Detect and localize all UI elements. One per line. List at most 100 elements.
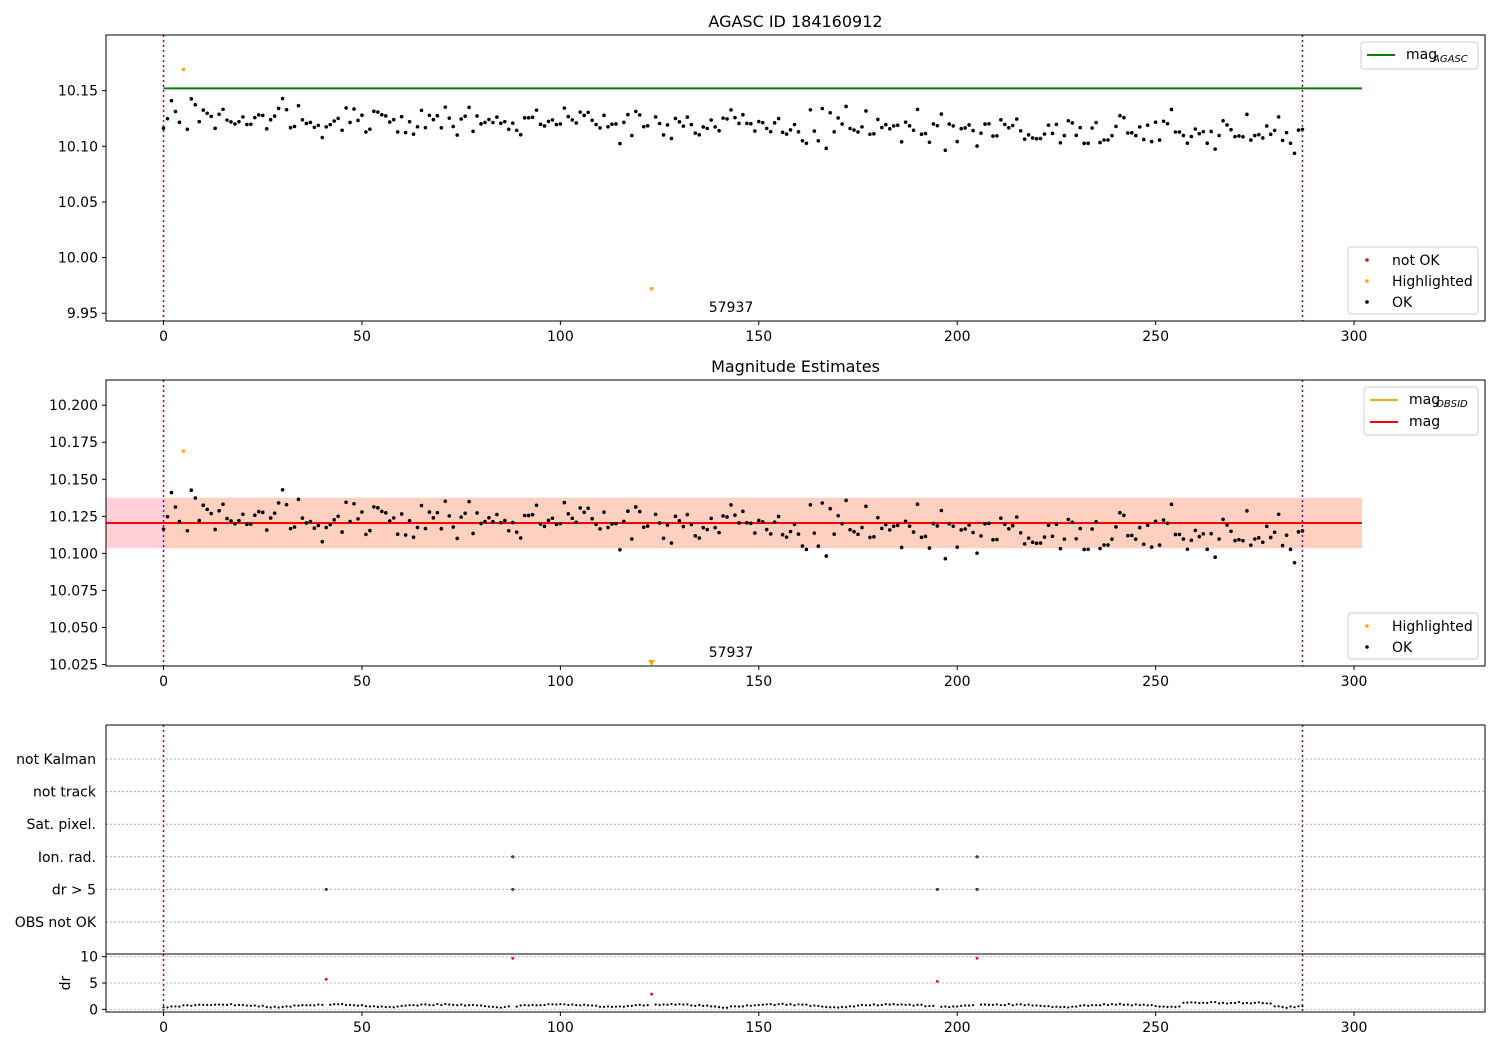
- ok-point: [264, 126, 269, 131]
- dr-point: [1174, 1005, 1177, 1009]
- dr-point: [531, 1003, 534, 1007]
- ok-point: [518, 536, 523, 540]
- dr-point: [932, 1004, 935, 1007]
- ok-point: [594, 522, 598, 527]
- dr-point: [634, 1004, 637, 1007]
- ok-point: [1229, 127, 1233, 132]
- ok-point: [594, 122, 598, 127]
- ok-point: [697, 132, 702, 137]
- ok-point: [987, 121, 991, 126]
- ok-point: [1213, 555, 1217, 560]
- ok-point: [610, 122, 614, 126]
- ok-point: [741, 112, 745, 117]
- dr-point: [1106, 1003, 1110, 1007]
- ok-point: [1018, 129, 1023, 133]
- dr-point: [1202, 1001, 1205, 1004]
- ok-point: [467, 499, 471, 504]
- ok-point: [292, 124, 297, 129]
- ok-point: [784, 535, 789, 539]
- dr-point: [273, 1005, 276, 1008]
- legend-markers: Highlighted OK: [1347, 612, 1479, 660]
- ok-point: [431, 117, 436, 122]
- ok-point: [987, 521, 991, 526]
- ok-point: [256, 509, 261, 514]
- ok-point: [1233, 134, 1237, 139]
- dr-point: [202, 1003, 205, 1006]
- category-label: not Kalman: [16, 752, 96, 768]
- dr-point: [880, 1003, 883, 1007]
- ok-point: [304, 121, 309, 126]
- y-tick-label: 10.150: [49, 472, 98, 488]
- panel-2: 57937 Magnitude Estimates 0 50 100 150 200 250 3…: [49, 357, 1486, 690]
- ok-point: [760, 520, 765, 524]
- ok-point: [923, 534, 928, 539]
- ok-point: [217, 112, 221, 117]
- ok-point: [1257, 132, 1261, 137]
- ok-point: [368, 528, 372, 533]
- ok-point: [1217, 537, 1221, 541]
- ok-point: [1268, 132, 1273, 137]
- dr-point: [1241, 1002, 1245, 1005]
- ok-point: [1153, 120, 1158, 124]
- y-axis-label: dr: [58, 975, 74, 990]
- dr-point: [888, 1003, 891, 1006]
- ok-point: [733, 115, 737, 120]
- ok-point: [891, 124, 896, 128]
- ok-point: [772, 520, 777, 524]
- ok-point: [1082, 141, 1086, 146]
- ok-point: [276, 501, 281, 505]
- ok-point: [296, 103, 301, 108]
- ok-point: [899, 140, 904, 144]
- ok-point: [1066, 517, 1071, 522]
- ok-point: [332, 517, 336, 522]
- ok-point: [943, 556, 948, 561]
- ok-point: [860, 525, 864, 530]
- dr-point: [495, 1006, 498, 1009]
- dr-point: [682, 1003, 685, 1006]
- dr-point: [249, 1004, 252, 1007]
- ok-point: [626, 509, 630, 513]
- ok-point: [316, 523, 321, 528]
- ok-point: [1006, 526, 1011, 531]
- ok-point: [844, 104, 848, 109]
- ok-point: [1022, 137, 1027, 141]
- ok-point: [852, 529, 856, 534]
- legend-box: [1347, 246, 1479, 315]
- dr-point: [1142, 1003, 1145, 1006]
- ok-point: [423, 526, 428, 531]
- ok-point: [1090, 527, 1094, 531]
- dr-point: [1043, 1005, 1046, 1008]
- dr-point: [591, 1004, 594, 1007]
- ok-point: [1181, 537, 1186, 541]
- ok-point: [292, 525, 297, 529]
- ok-point: [1264, 124, 1269, 128]
- ok-point: [288, 125, 293, 130]
- dr-point: [293, 1004, 296, 1007]
- legend-markers: not OK Highlighted OK: [1347, 246, 1479, 315]
- ok-point: [471, 129, 475, 134]
- ok-point: [895, 523, 900, 528]
- dr-point: [924, 1005, 927, 1008]
- ok-point: [876, 117, 880, 122]
- ok-point: [487, 515, 491, 520]
- ok-point: [816, 139, 821, 143]
- ok-point: [1066, 118, 1071, 123]
- dr-point: [1150, 1004, 1153, 1007]
- ok-point: [344, 500, 348, 505]
- ok-point: [1046, 523, 1051, 528]
- ok-point: [1030, 136, 1035, 140]
- ok-point: [1161, 518, 1166, 522]
- ok-point: [419, 108, 424, 113]
- ok-point: [260, 113, 265, 118]
- dr-point: [229, 1003, 233, 1006]
- legend-box: [1360, 41, 1479, 70]
- ok-point: [713, 125, 717, 129]
- dr-point: [471, 1003, 475, 1007]
- dr-point: [257, 1005, 260, 1008]
- ok-point: [824, 554, 829, 558]
- ok-point: [411, 132, 416, 136]
- ok-point: [955, 139, 960, 144]
- x-tick-label: 200: [944, 674, 971, 690]
- dr-point: [344, 1003, 348, 1007]
